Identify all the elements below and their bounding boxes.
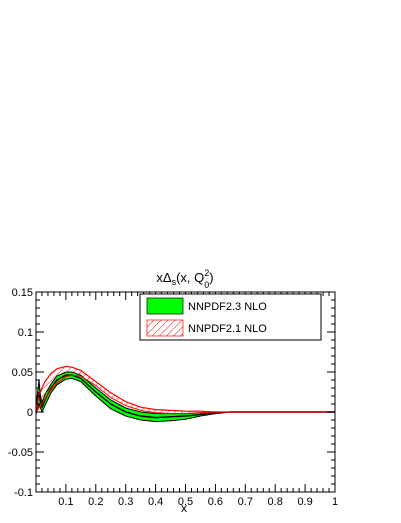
x-tick-label: 1 [332, 496, 338, 508]
legend-label-nnpdf21: NNPDF2.1 NLO [188, 323, 267, 335]
x-tick-label: 0.2 [88, 496, 103, 508]
x-axis-ticks: 0.1 0.2 0.3 0.4 0.5 0.6 0.7 0.8 0.9 1 [35, 292, 338, 508]
legend-swatch-nnpdf21 [146, 319, 184, 337]
x-tick-label: 0.8 [268, 496, 283, 508]
x-tick-label: 0.3 [118, 496, 133, 508]
y-tick-label: 0.1 [18, 327, 33, 339]
y-tick-label: 0.05 [12, 367, 33, 379]
legend-swatch-nnpdf23 [146, 297, 184, 315]
x-axis-title: x [181, 501, 187, 515]
y-axis-ticks: -0.1 -0.05 0 0.05 0.1 0.15 [8, 287, 335, 499]
y-tick-label: -0.05 [8, 447, 33, 459]
x-tick-label: 0.6 [208, 496, 223, 508]
legend: NNPDF2.3 NLO NNPDF2.1 NLO [139, 293, 322, 341]
band-nnpdf21 [36, 366, 335, 414]
x-tick-label: 0.4 [148, 496, 163, 508]
band-nnpdf23 [36, 372, 335, 422]
chart-title: xΔs(x, Q2 0) [156, 268, 213, 290]
y-tick-label: -0.1 [14, 487, 33, 499]
data-bands [36, 365, 335, 423]
y-tick-label: 0.15 [12, 287, 33, 299]
x-tick-label: 0.9 [297, 496, 312, 508]
x-tick-label: 0.7 [238, 496, 253, 508]
x-tick-label: 0.5 [178, 496, 193, 508]
legend-label-nnpdf23: NNPDF2.3 NLO [188, 301, 267, 313]
x-tick-label: 0.1 [58, 496, 73, 508]
y-tick-label: 0 [27, 407, 33, 419]
